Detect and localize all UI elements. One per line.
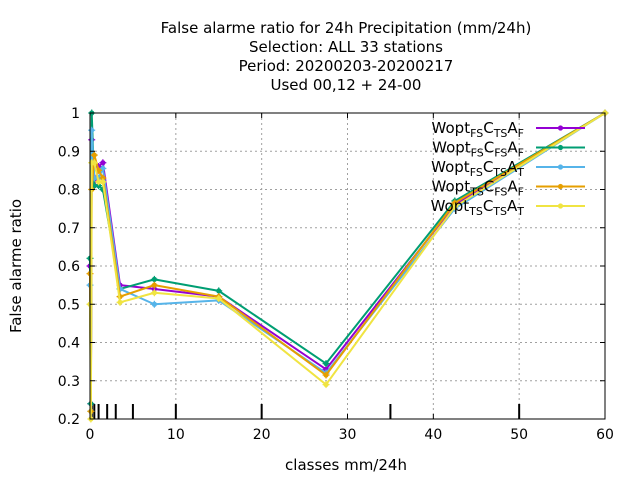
- chart-title-line: False alarme ratio for 24h Precipitation…: [161, 19, 532, 37]
- chart-subtitle-used: Used 00,12 + 24-00: [271, 76, 422, 94]
- y-axis-label: False alarme ratio: [7, 199, 25, 333]
- y-tick-label: 0.8: [58, 183, 80, 199]
- legend-label: WoptTSCFSAF: [432, 178, 524, 199]
- x-tick-label: 60: [596, 427, 614, 443]
- y-tick-label: 1: [71, 106, 80, 122]
- legend-label: WoptFSCTSAT: [431, 158, 524, 179]
- legend-swatch-point: [557, 125, 564, 131]
- x-tick-label: 0: [86, 427, 95, 443]
- legend-label: WoptFSCFSAF: [432, 139, 524, 160]
- grid: [90, 113, 605, 419]
- legend: WoptFSCTSAFWoptFSCFSAFWoptFSCTSATWoptTSC…: [431, 119, 585, 218]
- y-tick-label: 0.9: [58, 144, 80, 160]
- legend-entry: WoptFSCFSAF: [432, 139, 585, 160]
- x-tick-label: 40: [424, 427, 442, 443]
- legend-entry: WoptFSCTSAT: [431, 158, 585, 179]
- legend-entry: WoptTSCTSAT: [431, 197, 585, 218]
- chart-subtitle-selection: Selection: ALL 33 stations: [249, 38, 443, 56]
- series-lines: [86, 109, 609, 423]
- y-tick-label: 0.2: [58, 412, 80, 428]
- legend-swatch-point: [557, 164, 564, 170]
- legend-label: WoptFSCTSAF: [432, 119, 524, 140]
- y-tick-label: 0.3: [58, 374, 80, 390]
- legend-entry: WoptTSCFSAF: [432, 178, 585, 199]
- series-line: [89, 112, 606, 420]
- legend-swatch-point: [557, 203, 564, 209]
- x-tick-label: 50: [510, 427, 528, 443]
- axis-ticks: 0 10 20 30 40 50 60 0.2 0.3 0.4 0.5 0.6 0.7 0.8 0.9 1: [58, 106, 614, 443]
- x-tick-label: 10: [167, 427, 185, 443]
- legend-swatch-point: [557, 183, 564, 190]
- legend-label: WoptTSCTSAT: [431, 197, 525, 218]
- y-tick-label: 0.6: [58, 259, 80, 275]
- x-tick-label: 20: [253, 427, 271, 443]
- x-axis-label: classes mm/24h: [285, 456, 407, 474]
- x-tick-label: 30: [339, 427, 357, 443]
- chart-subtitle-period: Period: 20200203-20200217: [239, 57, 454, 75]
- class-marks: [89, 404, 521, 419]
- y-tick-label: 0.7: [58, 221, 80, 237]
- series-5: [86, 109, 609, 423]
- legend-entry: WoptFSCTSAF: [432, 119, 585, 140]
- legend-swatch-point: [557, 144, 564, 151]
- y-tick-label: 0.5: [58, 297, 80, 313]
- y-tick-label: 0.4: [58, 336, 80, 352]
- chart-title: False alarme ratio for 24h Precipitation…: [161, 19, 532, 94]
